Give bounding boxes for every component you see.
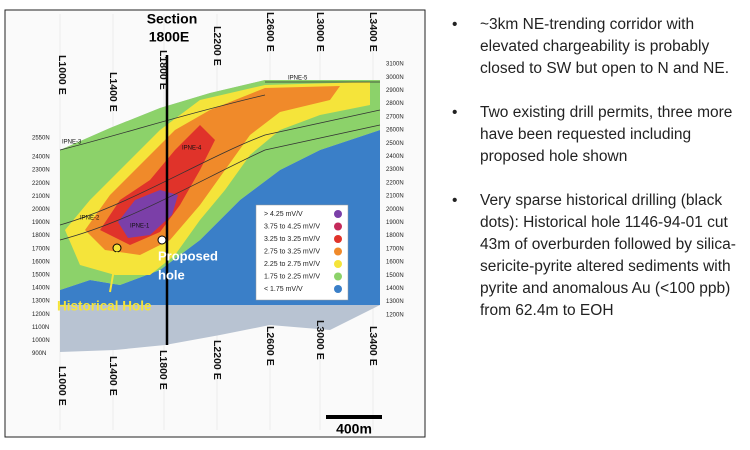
- map: Section 1800E Proposed hole Historical H…: [4, 9, 426, 438]
- proposed-hole-label: Proposed: [158, 248, 218, 263]
- line-label-bottom: L1400 E: [107, 356, 119, 396]
- line-label-top: L3000 E: [314, 12, 326, 52]
- northing-left: 1000N: [32, 338, 50, 344]
- legend-swatch: [334, 260, 342, 268]
- anomaly-label: IPNE-5: [288, 76, 308, 82]
- anomaly-trend-lines: [59, 81, 381, 241]
- northing-left: 1700N: [32, 246, 50, 252]
- anomaly-label: IPNE-4: [182, 146, 202, 152]
- anomaly-label: IPNE-1: [130, 224, 150, 230]
- northing-left: 2200N: [32, 181, 50, 187]
- purple-zone: [118, 190, 178, 238]
- historical-pointer: [109, 251, 118, 293]
- legend-label: > 4.25 mV/V: [264, 211, 303, 218]
- bullet: ~3km NE-trending corridor with elevated …: [448, 14, 740, 80]
- legend-label: 2.75 to 3.25 mV/V: [264, 248, 320, 255]
- legend-box: [255, 204, 349, 301]
- northing-right: 2600N: [386, 128, 404, 134]
- northing-right: 1400N: [386, 286, 404, 292]
- northing-left: 1400N: [32, 286, 50, 292]
- historical-hole-marker: [112, 243, 122, 253]
- northing-left: 2550N: [32, 136, 50, 142]
- section-name: 1800E: [149, 29, 189, 45]
- legend-swatch: [334, 235, 342, 243]
- line-label-top: L2600 E: [264, 12, 276, 52]
- proposed-hole-marker: [157, 235, 167, 245]
- northing-right: 1700N: [386, 246, 404, 252]
- northing-left: 1800N: [32, 233, 50, 239]
- northing-left: 2300N: [32, 168, 50, 174]
- line-label-bottom: L1800 E: [157, 350, 169, 390]
- line-label-top: L1000 E: [56, 55, 68, 95]
- legend-swatch: [334, 222, 342, 231]
- legend-label: 1.75 to 2.25 mV/V: [264, 273, 320, 280]
- line-label-bottom: L3400 E: [367, 326, 379, 366]
- section-label: Section: [147, 11, 198, 27]
- northing-left: 900N: [32, 351, 46, 357]
- proposed-hole-label: hole: [158, 267, 185, 282]
- northing-right: 3000N: [386, 75, 404, 81]
- bullet: Very sparse historical drilling (black d…: [448, 190, 740, 322]
- northing-right: 1200N: [386, 312, 404, 318]
- northing-left: 1600N: [32, 259, 50, 265]
- line-label-top: L2200 E: [211, 26, 223, 66]
- line-label-bottom: L1000 E: [56, 366, 68, 406]
- legend-label: 2.25 to 2.75 mV/V: [264, 261, 320, 268]
- northing-left: 2100N: [32, 194, 50, 200]
- northing-right: 2300N: [386, 167, 404, 173]
- northing-right: 2100N: [386, 194, 404, 200]
- northing-right: 2700N: [386, 114, 404, 120]
- legend-swatch: [334, 210, 342, 218]
- northing-right: 1300N: [386, 299, 404, 305]
- northing-right: 2500N: [386, 141, 404, 147]
- northing-right: 1600N: [386, 260, 404, 266]
- northing-left: 2000N: [32, 207, 50, 213]
- anomaly-label: IPNE-3: [62, 140, 82, 146]
- northing-right: 1500N: [386, 273, 404, 279]
- line-label-bottom: L2600 E: [264, 326, 276, 366]
- northing-left: 2400N: [32, 155, 50, 161]
- northing-right: 2400N: [386, 154, 404, 160]
- northing-right: 1800N: [386, 233, 404, 239]
- northing-left: 1200N: [32, 312, 50, 318]
- line-label-bottom: L3000 E: [314, 320, 326, 360]
- legend-swatch: [334, 285, 342, 293]
- northing-right: 2000N: [386, 207, 404, 213]
- legend-swatch: [334, 272, 342, 281]
- anomaly-label: IPNE-2: [80, 216, 100, 222]
- historical-hole-label: Historical Hole: [57, 299, 152, 314]
- northing-right: 2900N: [386, 88, 404, 94]
- line-label-top: L1800 E: [157, 50, 169, 90]
- northing-right: 3100N: [386, 62, 404, 68]
- northing-right: 2200N: [386, 180, 404, 186]
- line-label-top: L3400 E: [367, 12, 379, 52]
- northing-left: 1100N: [32, 325, 49, 331]
- legend-swatch: [334, 247, 342, 256]
- legend-label: < 1.75 mV/V: [264, 286, 303, 293]
- scale-bar-label: 400m: [336, 421, 372, 437]
- legend-label: 3.25 to 3.25 mV/V: [264, 236, 320, 243]
- line-label-bottom: L2200 E: [211, 340, 223, 380]
- legend-label: 3.75 to 4.25 mV/V: [264, 223, 320, 230]
- northing-right: 1900N: [386, 220, 404, 226]
- northing-left: 1300N: [32, 299, 50, 305]
- northing-left: 1500N: [32, 272, 50, 278]
- bullet-list: ~3km NE-trending corridor with elevated …: [448, 14, 740, 344]
- northing-right: 2800N: [386, 101, 404, 107]
- northing-left: 1900N: [32, 220, 50, 226]
- bullet: Two existing drill permits, three more h…: [448, 102, 740, 168]
- line-label-top: L1400 E: [107, 72, 119, 112]
